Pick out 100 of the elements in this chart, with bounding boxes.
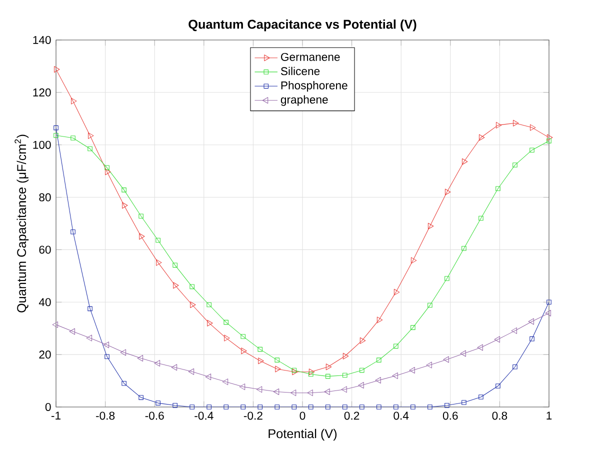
- point: [443, 356, 449, 363]
- x-tick-label: -0.8: [96, 412, 115, 420]
- x-tick-label: -1: [51, 412, 60, 420]
- point: [394, 404, 398, 410]
- point: [496, 384, 500, 388]
- x-tick-label: -0.2: [244, 412, 262, 420]
- point: [546, 138, 552, 144]
- point: [138, 214, 144, 219]
- point: [103, 342, 110, 348]
- point: [138, 395, 144, 400]
- y-tick-label: 140: [33, 36, 51, 44]
- point: [376, 404, 382, 410]
- point: [342, 372, 348, 378]
- point: [156, 238, 160, 243]
- point: [360, 368, 364, 373]
- point: [224, 334, 230, 342]
- x-tick-label: 0.4: [394, 412, 409, 420]
- point: [546, 134, 553, 141]
- point: [478, 216, 484, 221]
- legend-label: Silicene: [280, 66, 320, 76]
- point: [88, 146, 92, 152]
- point: [307, 390, 313, 396]
- point: [512, 120, 519, 126]
- point: [69, 328, 76, 335]
- x-tick-label: -0.6: [145, 412, 164, 420]
- point: [324, 388, 330, 396]
- x-tick-label: 0.6: [442, 412, 458, 420]
- point: [122, 202, 128, 209]
- x-tick-label: 0.2: [344, 412, 360, 420]
- point: [325, 374, 330, 379]
- point: [52, 321, 58, 328]
- point: [222, 378, 228, 386]
- y-tick-label: 40: [38, 298, 51, 306]
- point: [360, 404, 364, 410]
- point: [137, 354, 144, 362]
- point: [290, 390, 296, 396]
- point: [444, 276, 450, 281]
- point: [360, 337, 366, 344]
- x-tick-label: 0.8: [492, 412, 508, 420]
- point: [292, 368, 297, 373]
- point: [528, 318, 534, 325]
- point: [240, 404, 246, 410]
- point: [86, 334, 92, 342]
- point: [410, 325, 416, 330]
- point: [326, 364, 332, 370]
- point: [190, 284, 194, 290]
- point: [426, 362, 432, 368]
- x-axis-title: Potential (V): [268, 428, 337, 441]
- point: [394, 288, 400, 296]
- point: [206, 302, 212, 308]
- point: [258, 346, 263, 352]
- point: [462, 400, 466, 405]
- point: [105, 168, 111, 176]
- point: [496, 122, 502, 128]
- point: [224, 320, 228, 325]
- point: [409, 367, 415, 374]
- point: [122, 188, 126, 192]
- point: [104, 165, 110, 170]
- point: [410, 404, 416, 410]
- point: [494, 336, 500, 343]
- point: [120, 349, 126, 356]
- point: [511, 327, 517, 334]
- point: [478, 134, 485, 141]
- point: [512, 162, 518, 168]
- point: [71, 98, 77, 104]
- point: [171, 364, 178, 371]
- point: [70, 229, 76, 234]
- point: [258, 404, 263, 410]
- point: [462, 246, 466, 251]
- point: [258, 358, 264, 364]
- point: [239, 384, 246, 390]
- point: [274, 404, 280, 410]
- point: [428, 222, 434, 230]
- y-tick-label: 0: [45, 402, 51, 411]
- point: [444, 188, 451, 196]
- point: [428, 302, 432, 308]
- point: [188, 368, 194, 375]
- point: [376, 358, 382, 362]
- point: [308, 404, 314, 410]
- point: [530, 336, 534, 342]
- point: [156, 400, 160, 406]
- point: [375, 376, 381, 384]
- x-tick-label: 0: [300, 412, 306, 420]
- point: [172, 262, 178, 268]
- point: [341, 386, 347, 393]
- point: [530, 124, 536, 131]
- y-tick-label: 20: [39, 350, 51, 359]
- point: [462, 158, 468, 165]
- point: [139, 233, 145, 240]
- x-tick-label: 1: [546, 412, 552, 420]
- point: [104, 354, 110, 360]
- point: [444, 403, 450, 408]
- point: [173, 282, 179, 289]
- point: [240, 334, 246, 339]
- point: [376, 316, 383, 324]
- point: [325, 404, 330, 410]
- point: [241, 348, 247, 354]
- point: [392, 372, 398, 380]
- point: [512, 364, 518, 370]
- point: [88, 306, 92, 312]
